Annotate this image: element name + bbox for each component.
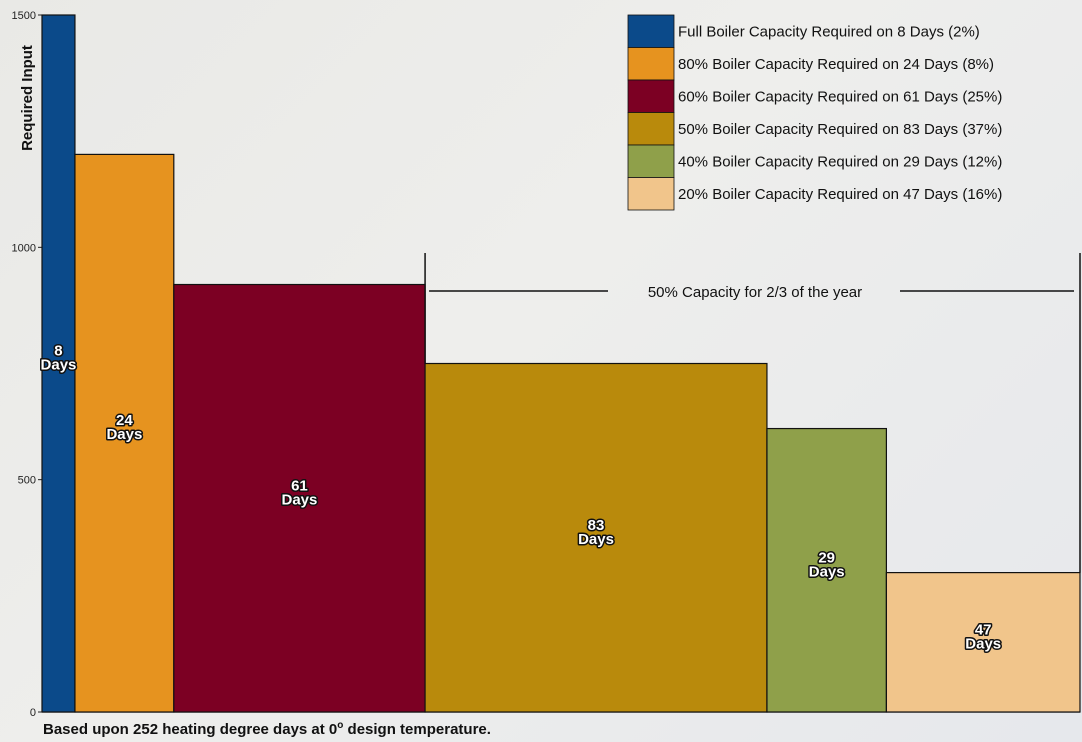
bar-label-unit: Days xyxy=(41,357,77,374)
bar-label-number: 47 xyxy=(975,621,992,638)
bars xyxy=(41,14,1081,713)
legend-label: 20% Boiler Capacity Required on 47 Days … xyxy=(678,186,1002,203)
bar-label-unit: Days xyxy=(809,563,845,580)
legend-swatch xyxy=(627,47,675,81)
legend-swatch xyxy=(627,79,675,113)
bar-label-number: 83 xyxy=(588,517,605,534)
legend-label: 80% Boiler Capacity Required on 24 Days … xyxy=(678,56,994,73)
footnote-text-end: design temperature. xyxy=(343,721,491,738)
legend-swatch xyxy=(627,14,675,48)
legend-swatch xyxy=(627,112,675,146)
bar-24-days xyxy=(74,153,175,713)
y-tick-label: 500 xyxy=(18,475,36,487)
legend-label: Full Boiler Capacity Required on 8 Days … xyxy=(678,23,980,40)
bar-8-days xyxy=(41,14,76,713)
footnote-degree: o xyxy=(337,720,344,731)
bar-label-unit: Days xyxy=(106,426,142,443)
y-axis-label: Required Input xyxy=(19,45,36,151)
bar-label-number: 61 xyxy=(291,477,308,494)
annotation-text: 50% Capacity for 2/3 of the year xyxy=(648,284,862,301)
legend-label: 60% Boiler Capacity Required on 61 Days … xyxy=(678,88,1002,105)
legend-swatch xyxy=(627,177,675,211)
bar-label-unit: Days xyxy=(282,491,318,508)
footnote: Based upon 252 heating degree days at 0o… xyxy=(43,720,491,738)
legend-swatch xyxy=(627,144,675,178)
legend-label: 50% Boiler Capacity Required on 83 Days … xyxy=(678,121,1002,138)
bar-29-days xyxy=(766,427,888,713)
bar-83-days xyxy=(424,362,768,713)
bar-label-number: 8 xyxy=(54,343,62,360)
bar-47-days xyxy=(885,571,1081,713)
annotation: 50% Capacity for 2/3 of the year xyxy=(424,253,1081,573)
legend-label: 40% Boiler Capacity Required on 29 Days … xyxy=(678,153,1002,170)
y-tick-label: 1000 xyxy=(12,242,36,254)
bar-label-number: 29 xyxy=(818,549,835,566)
bar-label-unit: Days xyxy=(578,531,614,548)
bar-label-number: 24 xyxy=(116,412,133,429)
bar-label-unit: Days xyxy=(965,635,1001,652)
legend: Full Boiler Capacity Required on 8 Days … xyxy=(627,14,1002,211)
bar-61-days xyxy=(173,283,426,713)
footnote-text: Based upon 252 heating degree days at 0 xyxy=(43,721,338,738)
y-tick-label: 1500 xyxy=(12,10,36,22)
y-tick-label: 0 xyxy=(30,707,36,719)
